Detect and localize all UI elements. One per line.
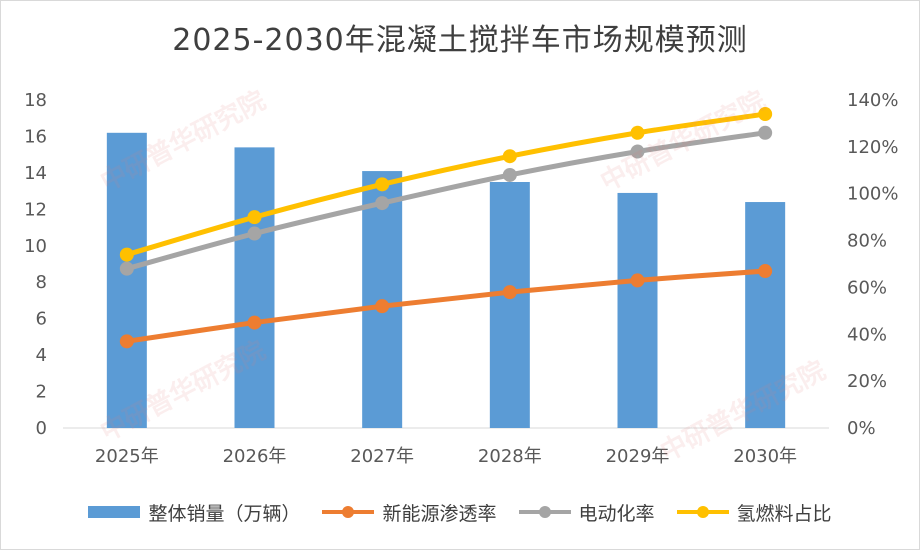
line-nev-penetration-point (375, 299, 390, 314)
y-right-tick-label: 60% (847, 277, 887, 298)
x-tick-label: 2029年 (606, 446, 670, 467)
y-right-tick-label: 120% (847, 137, 898, 158)
legend-swatch-hydrogen (676, 506, 729, 518)
line-hydrogen-point (758, 107, 773, 122)
line-hydrogen (124, 111, 768, 258)
x-tick-label: 2027年 (350, 446, 414, 467)
legend-item-electrification: 电动化率 (518, 499, 655, 526)
y-right-tick-label: 140% (847, 90, 898, 111)
y-left-tick-label: 0 (36, 418, 47, 439)
bar-sales (106, 132, 147, 429)
line-hydrogen-point (502, 149, 517, 164)
line-hydrogen-point (247, 210, 262, 225)
line-nev-penetration-point (630, 273, 645, 288)
bar-sales (489, 182, 530, 428)
chart-title: 2025-2030年混凝土搅拌车市场规模预测 (172, 23, 748, 58)
line-nev-penetration-point (502, 285, 517, 300)
x-tick-label: 2028年 (478, 446, 542, 467)
legend-swatch-nev-penetration (322, 506, 375, 518)
x-tick-label: 2026年 (223, 446, 287, 467)
line-hydrogen-point (630, 125, 645, 140)
y-right-tick-label: 80% (847, 231, 887, 252)
line-electrification-point (375, 196, 390, 211)
legend-label-hydrogen: 氢燃料占比 (736, 502, 832, 525)
y-right-tick-label: 0% (847, 418, 876, 439)
bar-sales (745, 202, 786, 428)
x-tick-label: 2025年 (95, 446, 159, 467)
y-left-tick-label: 14 (24, 163, 47, 184)
y-left-tick-label: 12 (24, 199, 47, 220)
bar-sales (234, 147, 275, 428)
legend-label-electrification: 电动化率 (578, 502, 655, 525)
legend-swatch-electrification (518, 506, 571, 518)
line-electrification-point (247, 226, 262, 241)
chart-legend: 整体销量（万辆） 新能源渗透率 电动化率 氢燃料占比 (1, 494, 919, 530)
y-left-tick-label: 10 (24, 236, 47, 257)
legend-label-sales: 整体销量（万辆） (148, 502, 301, 525)
y-left-tick-label: 16 (24, 126, 47, 147)
legend-item-hydrogen: 氢燃料占比 (676, 499, 832, 526)
y-left-tick-label: 6 (36, 309, 47, 330)
line-electrification (124, 130, 768, 272)
y-left-tick-label: 8 (36, 272, 47, 293)
line-nev-penetration-point (119, 334, 134, 349)
legend-label-nev-penetration: 新能源渗透率 (382, 502, 497, 525)
y-right-tick-label: 40% (847, 324, 887, 345)
legend-swatch-sales (88, 506, 141, 518)
legend-item-sales: 整体销量（万辆） (88, 499, 300, 526)
line-electrification-point (502, 167, 517, 182)
line-hydrogen-point (119, 247, 134, 262)
line-nev-penetration (124, 268, 768, 344)
line-nev-penetration-point (247, 315, 262, 330)
y-left-tick-label: 2 (36, 382, 47, 403)
line-nev-penetration-point (758, 264, 773, 279)
line-electrification-point (119, 261, 134, 276)
y-right-tick-label: 20% (847, 371, 887, 392)
legend-item-nev-penetration: 新能源渗透率 (322, 499, 497, 526)
line-hydrogen-point (375, 177, 390, 192)
line-electrification-point (758, 125, 773, 140)
line-electrification-point (630, 144, 645, 159)
y-left-tick-label: 4 (36, 345, 47, 366)
y-right-tick-label: 100% (847, 184, 898, 205)
y-left-tick-label: 18 (24, 90, 47, 111)
bar-sales (617, 192, 658, 428)
x-tick-label: 2030年 (733, 446, 797, 467)
